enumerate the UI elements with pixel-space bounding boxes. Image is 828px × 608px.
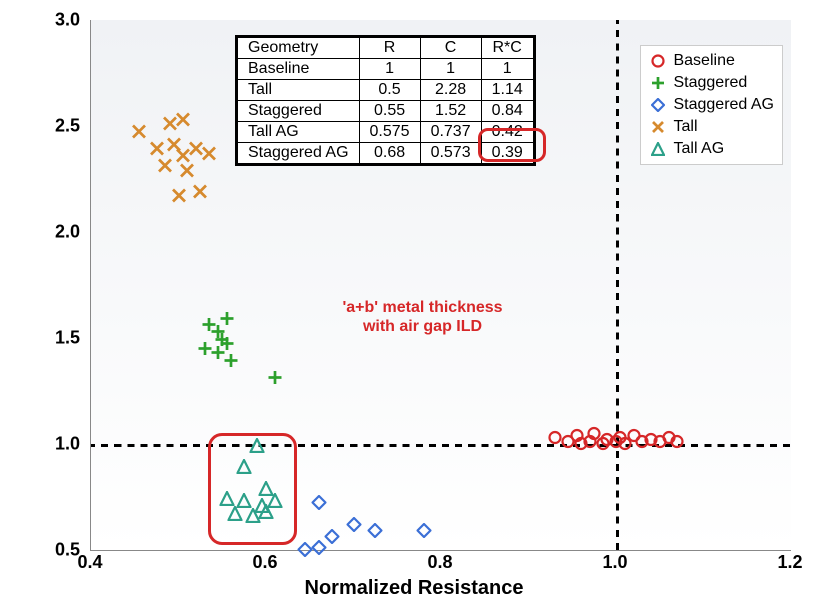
legend: Baseline Staggered Staggered AG Tall Tall AG xyxy=(640,45,783,165)
legend-item: Staggered AG xyxy=(649,94,774,116)
table-cell: 0.68 xyxy=(359,143,420,165)
legend-marker-icon xyxy=(649,140,667,158)
legend-marker-icon xyxy=(649,52,667,70)
table-cell: 2.28 xyxy=(420,80,481,101)
table-cell: 0.737 xyxy=(420,122,481,143)
chart-container: Normalized Capacitance BaselineStaggered… xyxy=(0,0,828,608)
legend-item: Tall AG xyxy=(649,138,774,160)
legend-label: Tall xyxy=(673,118,697,136)
table-cell: 1.52 xyxy=(420,101,481,122)
table-header-cell: C xyxy=(420,37,481,59)
x-tick: 0.8 xyxy=(427,552,452,573)
x-tick: 0.6 xyxy=(252,552,277,573)
legend-label: Tall AG xyxy=(673,140,724,158)
table-header-cell: R xyxy=(359,37,420,59)
x-axis-label: Normalized Resistance xyxy=(305,577,524,600)
y-tick: 2.0 xyxy=(55,222,80,243)
table-cell: 1 xyxy=(481,59,534,80)
table-cell: Staggered AG xyxy=(237,143,360,165)
y-tick: 0.5 xyxy=(55,540,80,561)
legend-label: Baseline xyxy=(673,52,734,70)
legend-item: Baseline xyxy=(649,50,774,72)
legend-marker-icon xyxy=(649,118,667,136)
x-tick: 1.0 xyxy=(602,552,627,573)
table-row: Staggered0.551.520.84 xyxy=(237,101,535,122)
x-tick: 1.2 xyxy=(777,552,802,573)
legend-item: Staggered xyxy=(649,72,774,94)
table-cell: Staggered xyxy=(237,101,360,122)
y-tick: 2.5 xyxy=(55,116,80,137)
table-header-cell: R*C xyxy=(481,37,534,59)
x-tick: 0.4 xyxy=(77,552,102,573)
ref-line-vertical xyxy=(616,20,619,550)
annotation-text: 'a+b' metal thicknesswith air gap ILD xyxy=(342,298,502,336)
y-tick: 1.0 xyxy=(55,434,80,455)
y-tick: 3.0 xyxy=(55,10,80,31)
legend-label: Staggered xyxy=(673,74,747,92)
table-cell: Tall AG xyxy=(237,122,360,143)
table-row: Tall0.52.281.14 xyxy=(237,80,535,101)
table-cell: Baseline xyxy=(237,59,360,80)
table-cell: 0.84 xyxy=(481,101,534,122)
legend-label: Staggered AG xyxy=(673,96,774,114)
table-cell: 0.55 xyxy=(359,101,420,122)
legend-marker-icon xyxy=(649,74,667,92)
table-cell: 0.573 xyxy=(420,143,481,165)
table-cell: 0.575 xyxy=(359,122,420,143)
legend-marker-icon xyxy=(649,96,667,114)
table-cell: 1 xyxy=(359,59,420,80)
table-cell: 0.5 xyxy=(359,80,420,101)
callout-rect xyxy=(208,433,297,545)
callout-rect xyxy=(478,128,546,162)
table-cell: 1.14 xyxy=(481,80,534,101)
table-row: Baseline111 xyxy=(237,59,535,80)
legend-item: Tall xyxy=(649,116,774,138)
table-header-cell: Geometry xyxy=(237,37,360,59)
table-cell: 1 xyxy=(420,59,481,80)
y-tick: 1.5 xyxy=(55,328,80,349)
ref-line-horizontal xyxy=(91,444,791,447)
table-cell: Tall xyxy=(237,80,360,101)
